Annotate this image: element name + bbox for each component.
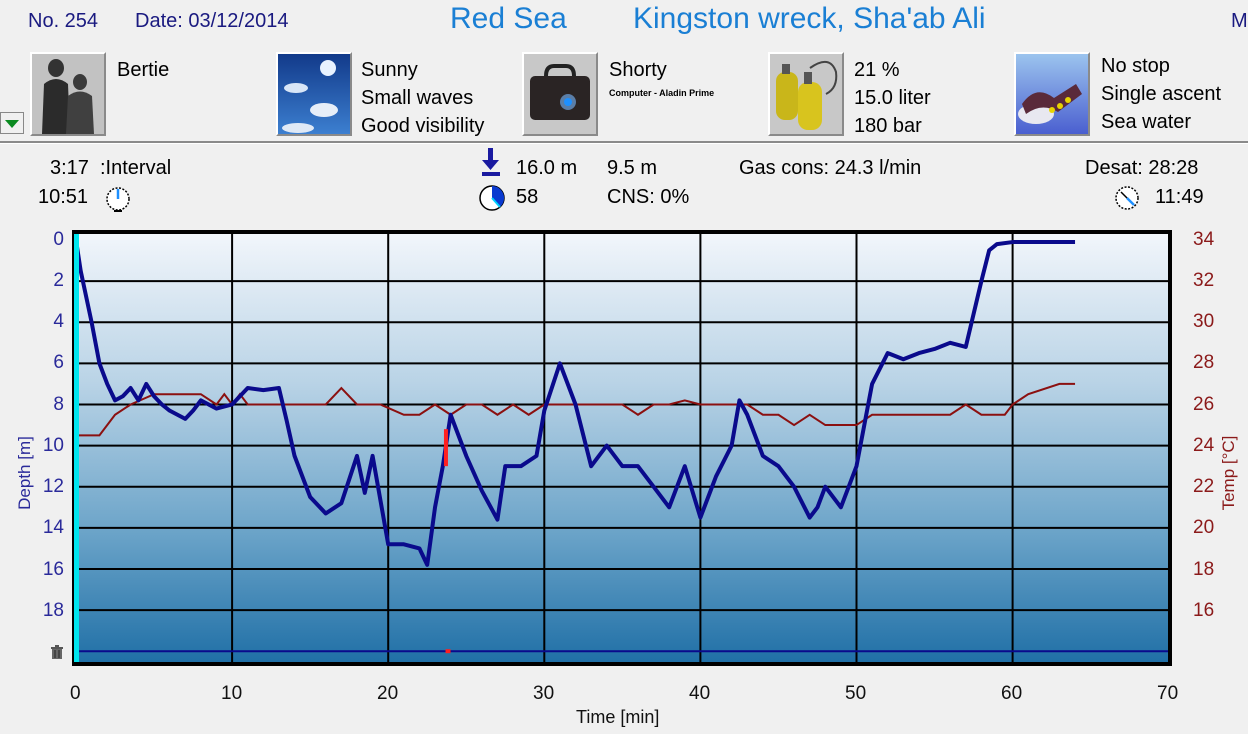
temp-tick: 22 xyxy=(1193,476,1215,497)
dive-region: Red Sea xyxy=(450,2,567,35)
depth-tick: 10 xyxy=(42,435,64,456)
time-tick: 60 xyxy=(1001,683,1023,704)
dive-date: Date: 03/12/2014 xyxy=(135,10,289,32)
time-tick: 20 xyxy=(377,683,399,704)
temp-tick: 24 xyxy=(1193,435,1215,456)
time-tick: 10 xyxy=(221,683,243,704)
gas-tank-volume: 15.0 liter xyxy=(854,87,931,109)
time-tick: 30 xyxy=(533,683,555,704)
buddy-thumbnail[interactable] xyxy=(30,52,106,136)
exit-time: 11:49 xyxy=(1155,186,1204,208)
equipment-suit: Shorty xyxy=(609,59,667,81)
dive-duration-clock-icon xyxy=(476,184,508,217)
temp-tick: 18 xyxy=(1193,559,1215,580)
conditions-weather: Sunny xyxy=(361,59,418,81)
cns-percent: CNS: 0% xyxy=(607,186,690,208)
tanks-icon xyxy=(770,54,842,134)
conditions-thumbnail[interactable] xyxy=(276,52,352,136)
dive-type-thumbnail[interactable] xyxy=(1014,52,1090,136)
dive-site: Kingston wreck, Sha'ab Ali xyxy=(633,2,986,35)
depth-tick: 6 xyxy=(53,352,64,373)
dive-number: No. 254 xyxy=(28,10,99,32)
gas-consumption: Gas cons: 24.3 l/min xyxy=(739,157,922,179)
stopwatch-end-icon xyxy=(1113,184,1141,217)
max-depth: 16.0 m xyxy=(516,157,578,179)
dive-type-deco: No stop xyxy=(1101,55,1170,77)
depth-tick: 4 xyxy=(53,311,64,332)
time-tick: 50 xyxy=(845,683,867,704)
temp-tick: 28 xyxy=(1193,352,1215,373)
temp-axis-label: Temp [°C] xyxy=(1219,435,1238,511)
expand-dropdown-button[interactable] xyxy=(0,112,24,134)
depth-tick: 0 xyxy=(53,229,64,250)
equipment-computer: Computer - Aladin Prime xyxy=(609,88,715,98)
temp-tick: 26 xyxy=(1193,394,1215,415)
triangle-down-icon xyxy=(5,120,19,128)
avg-depth: 9.5 m xyxy=(607,157,658,179)
sky-weather-icon xyxy=(278,54,350,134)
temp-tick: 32 xyxy=(1193,270,1215,291)
stopwatch-start-icon xyxy=(104,184,132,217)
dive-type-water: Sea water xyxy=(1101,111,1192,133)
chart-series xyxy=(74,239,1076,654)
dive-duration: 58 xyxy=(516,186,539,208)
header-truncated-text: M xyxy=(1231,10,1248,32)
time-tick: 0 xyxy=(70,683,81,704)
temp-tick: 34 xyxy=(1193,229,1215,250)
plot-background xyxy=(74,232,1170,664)
temp-tick: 16 xyxy=(1193,600,1215,621)
header-divider xyxy=(0,141,1248,143)
buddy-name: Bertie xyxy=(117,59,170,81)
entry-time: 10:51 xyxy=(38,186,89,208)
divers-icon xyxy=(32,54,104,134)
depth-tick: 2 xyxy=(53,270,64,291)
gas-thumbnail[interactable] xyxy=(768,52,844,136)
temp-tick: 30 xyxy=(1193,311,1215,332)
depth-tick: 8 xyxy=(53,394,64,415)
gas-oxygen-percent: 21 % xyxy=(854,59,900,81)
depth-tick: 18 xyxy=(42,600,64,621)
time-tick: 70 xyxy=(1157,683,1179,704)
time-axis-label: Time [min] xyxy=(576,707,660,727)
diver-swimming-icon xyxy=(1016,54,1088,134)
trash-icon[interactable] xyxy=(49,644,65,665)
gas-start-pressure: 180 bar xyxy=(854,115,922,137)
depth-tick: 14 xyxy=(42,517,64,538)
depth-tick: 12 xyxy=(42,476,64,497)
time-tick: 40 xyxy=(689,683,711,704)
conditions-surface: Small waves xyxy=(361,87,474,109)
chart-grid xyxy=(74,232,1170,664)
depth-tick: 16 xyxy=(42,559,64,580)
desaturation-time: Desat: 28:28 xyxy=(1085,157,1199,179)
max-depth-arrow-icon xyxy=(480,148,502,183)
surface-interval-value: 3:17 xyxy=(50,157,89,179)
dive-start-marker xyxy=(74,234,79,662)
equipment-thumbnail[interactable] xyxy=(522,52,598,136)
surface-interval-label: :Interval xyxy=(100,157,172,179)
temp-tick: 20 xyxy=(1193,517,1215,538)
dive-type-ascent: Single ascent xyxy=(1101,83,1222,105)
conditions-visibility: Good visibility xyxy=(361,115,485,137)
header-divider-highlight xyxy=(0,143,1248,144)
depth-axis-label: Depth [m] xyxy=(15,436,34,510)
dive-bag-icon xyxy=(524,54,596,134)
dive-profile-chart[interactable] xyxy=(72,230,1174,666)
